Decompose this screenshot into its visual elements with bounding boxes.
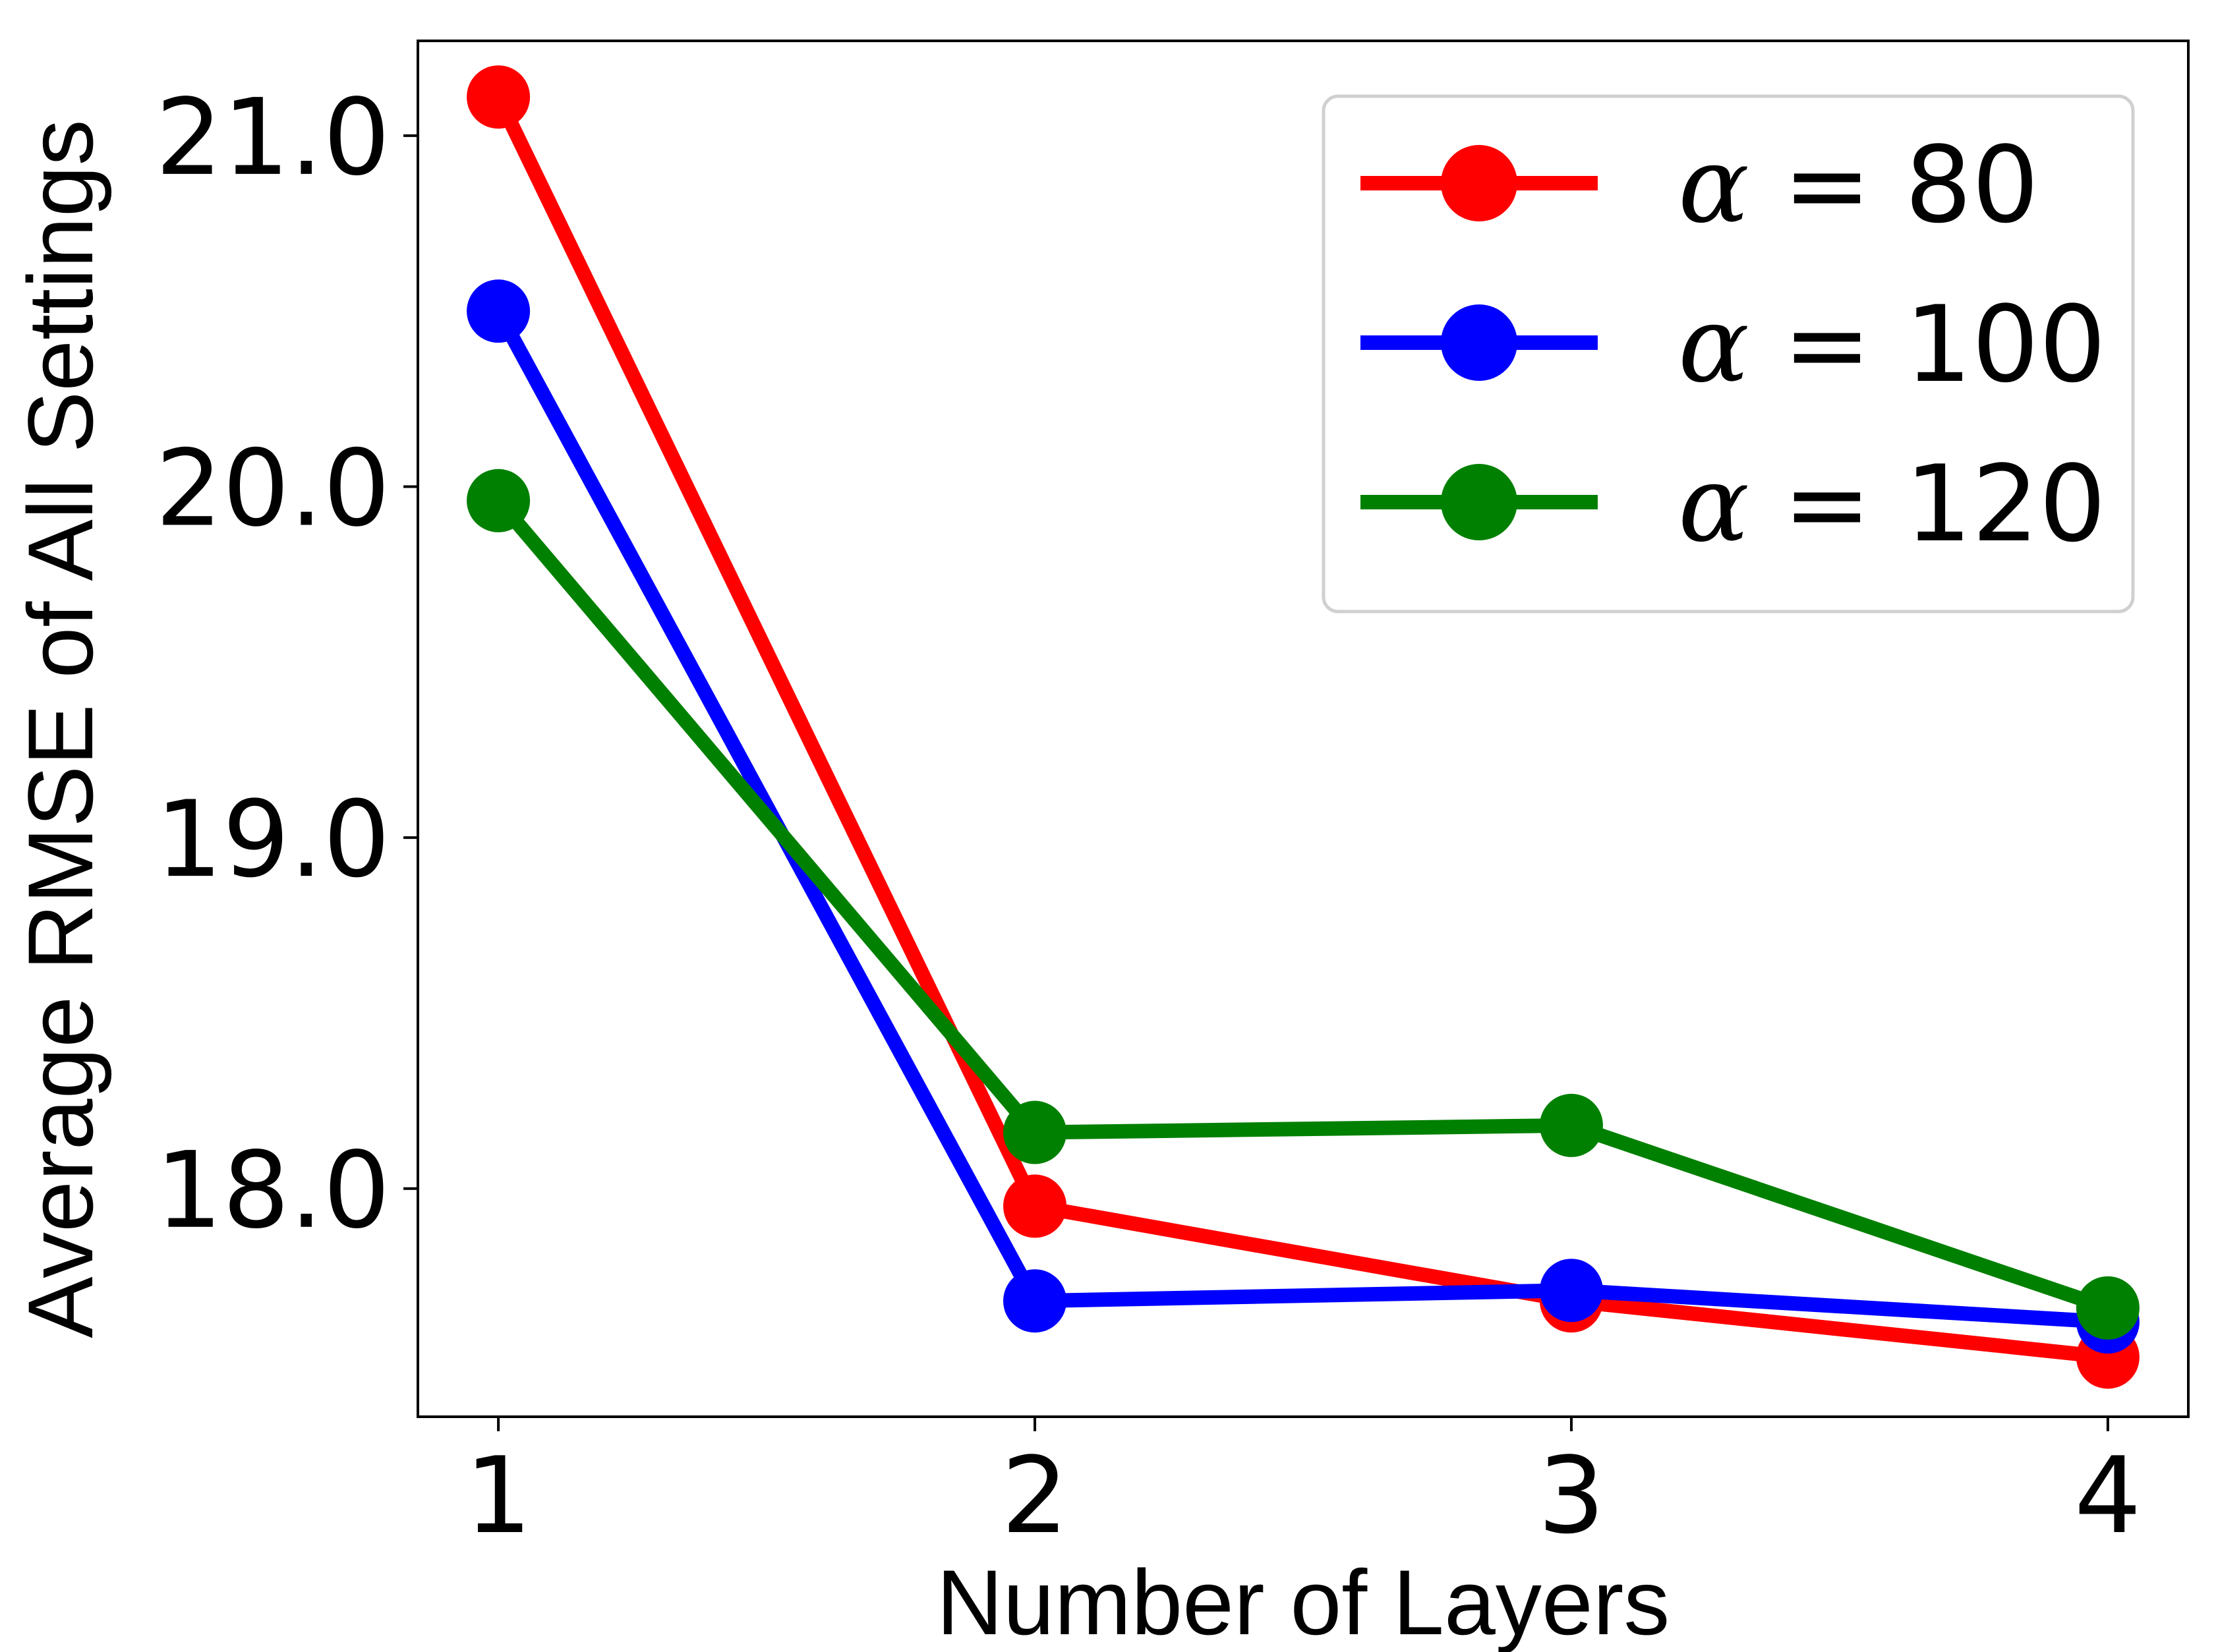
y-axis-title: Average RMSE of All Settings — [9, 119, 112, 1338]
plot-series-layer — [467, 65, 2140, 1389]
legend-label: α = 100 — [1678, 283, 2106, 406]
legend-label: α = 120 — [1678, 442, 2106, 565]
data-point — [467, 65, 531, 129]
x-tick-label: 2 — [1001, 1434, 1068, 1557]
legend-marker — [1441, 464, 1517, 540]
series-line — [492, 496, 2111, 1315]
y-tick-label: 19.0 — [156, 778, 390, 901]
legend-box — [1322, 94, 2135, 613]
x-axis-title: Number of Layers — [937, 1551, 1670, 1652]
data-point — [1003, 1174, 1067, 1238]
y-axis-ticks: 18.0 19.0 20.0 21.0 — [156, 76, 418, 1252]
data-point — [1539, 1093, 1603, 1157]
legend: α = 80 α = 100 α = 120 — [1322, 94, 2135, 613]
data-point — [2076, 1276, 2140, 1340]
x-tick-label: 4 — [2074, 1434, 2142, 1557]
data-point — [1003, 1100, 1067, 1164]
legend-item: α = 80 — [1360, 123, 2039, 246]
legend-item: α = 120 — [1360, 442, 2106, 565]
data-point — [467, 279, 531, 343]
x-axis-ticks: 1 2 3 4 — [465, 1417, 2142, 1557]
series-line — [492, 94, 2109, 1365]
legend-marker — [1441, 304, 1517, 381]
plot-frame — [417, 40, 2190, 1418]
y-tick-label: 21.0 — [156, 76, 390, 199]
x-tick-label: 1 — [465, 1434, 532, 1557]
x-tick-label: 3 — [1538, 1434, 1605, 1557]
y-tick-label: 20.0 — [156, 426, 390, 550]
data-point — [467, 469, 531, 532]
legend-marker — [1441, 145, 1517, 221]
series-3 — [467, 469, 2140, 1340]
legend-label: α = 80 — [1678, 123, 2039, 246]
legend-item: α = 100 — [1360, 283, 2106, 406]
y-tick-label: 18.0 — [156, 1129, 390, 1252]
data-point — [1539, 1259, 1603, 1323]
data-point — [1003, 1269, 1067, 1333]
